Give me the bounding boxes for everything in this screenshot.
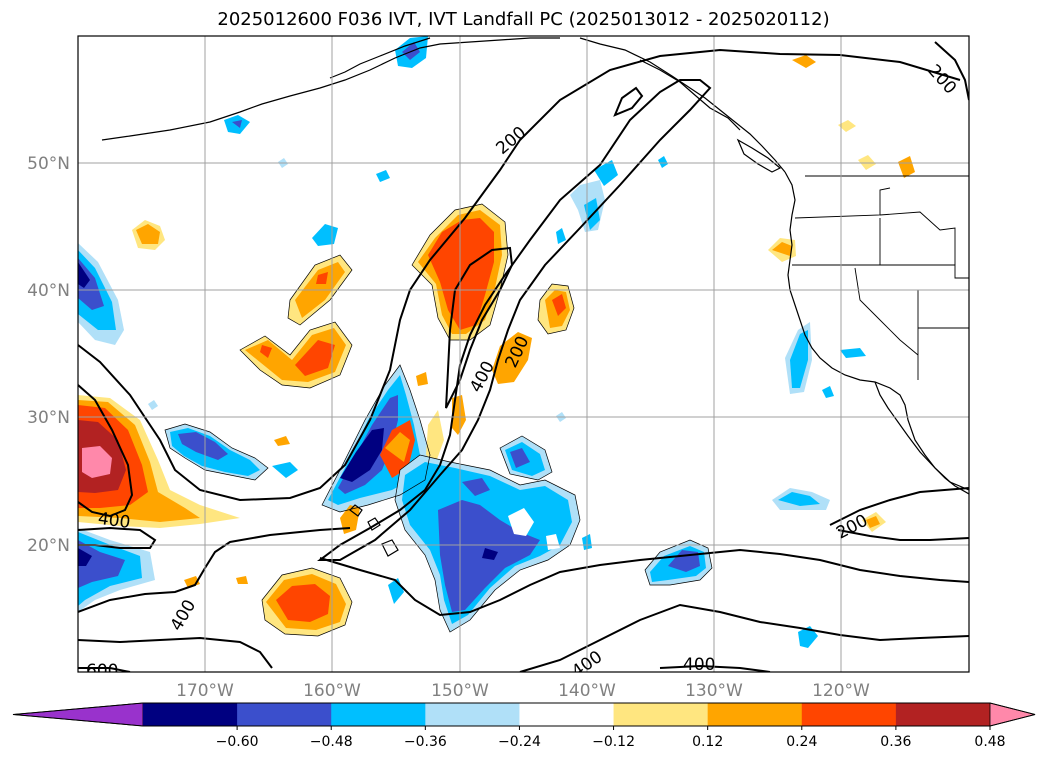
- lon-label: 170°W: [176, 681, 234, 701]
- contour-label: 400: [97, 509, 132, 533]
- colorbar-bin: [331, 703, 426, 726]
- lon-label: 160°W: [303, 681, 361, 701]
- colorbar-bin: [801, 703, 897, 726]
- lat-label: 40°N: [27, 281, 70, 301]
- colorbar-extend-over: [989, 702, 1036, 727]
- colorbar-bin: [895, 703, 991, 726]
- colorbar-bin: [237, 703, 332, 726]
- colorbar-tick-label: 0.12: [692, 734, 723, 750]
- colorbar-tick-label: −0.12: [592, 734, 635, 750]
- map-title: 2025012600 F036 IVT, IVT Landfall PC (20…: [217, 9, 830, 30]
- colorbar-bin: [143, 703, 238, 726]
- lat-label: 50°N: [27, 154, 70, 174]
- lon-label: 130°W: [685, 681, 743, 701]
- lon-label: 120°W: [812, 681, 870, 701]
- lat-label: 30°N: [27, 408, 70, 428]
- colorbar-tick-label: −0.24: [498, 734, 541, 750]
- coastlines: [101, 37, 969, 557]
- colorbar-tick-label: 0.24: [786, 734, 817, 750]
- colorbar-tick-label: −0.36: [404, 734, 447, 750]
- colorbar-tick-label: 0.48: [974, 734, 1005, 750]
- lat-label: 20°N: [27, 536, 70, 556]
- shading-outlines: [164, 203, 713, 637]
- map-frame: [77, 35, 970, 673]
- colorbar-tick-label: −0.48: [310, 734, 353, 750]
- colorbar-bin: [707, 703, 803, 726]
- colorbar-tick-label: 0.36: [880, 734, 911, 750]
- colorbar-bin: [519, 703, 615, 726]
- contour-label: 600: [86, 661, 118, 681]
- political-borders: [792, 175, 969, 380]
- map-area: 200 200 200 200 400 400 400 400 400 600: [78, 36, 969, 681]
- lon-label: 140°W: [558, 681, 616, 701]
- colorbar-bin: [613, 703, 709, 726]
- lon-label: 150°W: [431, 681, 489, 701]
- colorbar-tick-label: −0.60: [216, 734, 259, 750]
- colorbar: −0.60 −0.48 −0.36 −0.24 −0.12 0.12 0.24 0.36 0.4…: [12, 702, 1036, 750]
- colorbar-outline: [12, 702, 1036, 727]
- colorbar-bin: [425, 703, 520, 726]
- contour-label: 400: [683, 655, 715, 675]
- graticule: [78, 36, 969, 672]
- colorbar-extend-under: [12, 702, 144, 727]
